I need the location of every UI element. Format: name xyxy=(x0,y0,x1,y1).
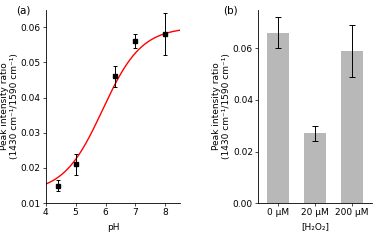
Bar xyxy=(304,133,326,203)
Y-axis label: Peak intensity ratio
(1430 cm⁻¹/1590 cm⁻¹): Peak intensity ratio (1430 cm⁻¹/1590 cm⁻… xyxy=(0,54,19,159)
Bar xyxy=(267,33,289,203)
X-axis label: pH: pH xyxy=(107,223,119,232)
Text: (a): (a) xyxy=(16,6,30,16)
Text: (b): (b) xyxy=(223,6,238,16)
Bar xyxy=(341,51,363,203)
Y-axis label: Peak intensity ratio
(1430 cm⁻¹/1590 cm⁻¹): Peak intensity ratio (1430 cm⁻¹/1590 cm⁻… xyxy=(212,54,231,159)
X-axis label: [H₂O₂]: [H₂O₂] xyxy=(301,223,329,232)
